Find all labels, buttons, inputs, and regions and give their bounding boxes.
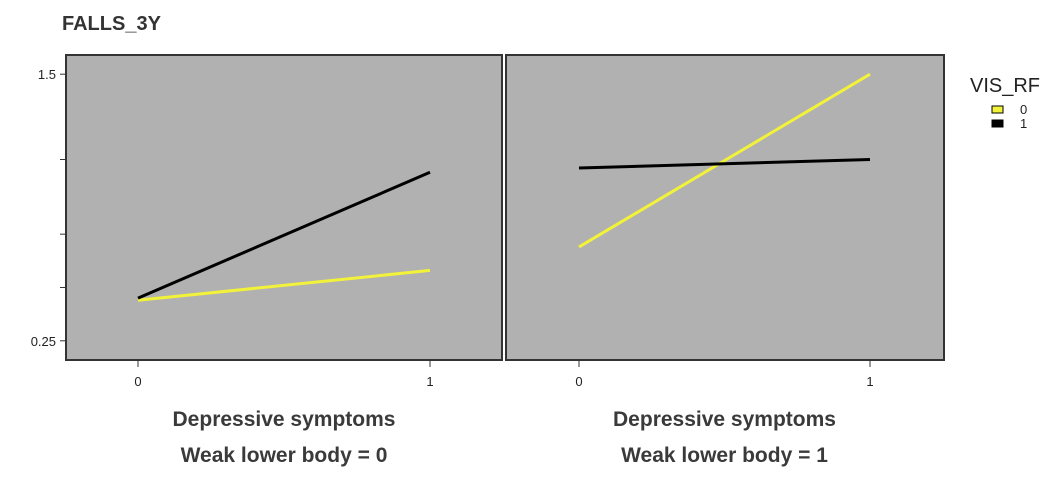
legend-key-swatch [991, 119, 1004, 128]
series-line-0 [137, 268, 431, 302]
legend-entry: 0 [991, 102, 1027, 117]
legend-entry: 1 [991, 116, 1027, 131]
y-tick-label: 0.25 [31, 334, 56, 349]
y-tick-label: 1.5 [38, 67, 56, 82]
legend-title: VIS_RF [970, 75, 1040, 97]
series-line-1 [137, 170, 431, 300]
panel-0: 0 1 Depressive symptoms Weak lower body = 0 [65, 54, 503, 467]
series-line-1 [578, 158, 871, 170]
x-tick-label: 1 [426, 374, 433, 389]
facet-label: Weak lower body = 1 [621, 444, 828, 467]
x-axis-label: Depressive symptoms [613, 408, 836, 431]
panel-background [505, 54, 945, 361]
chart-title: FALLS_3Y [62, 13, 162, 35]
x-tick-label: 0 [134, 374, 141, 389]
facet-label: Weak lower body = 0 [181, 444, 388, 467]
legend-key-swatch [991, 105, 1004, 114]
legend: 01 [991, 102, 1027, 131]
series-line-0 [578, 72, 871, 249]
panel-background [65, 54, 503, 361]
x-tick-label: 0 [575, 374, 582, 389]
x-tick-label: 1 [866, 374, 873, 389]
legend-entry-label: 0 [1020, 102, 1027, 117]
panel-1: 0 1 Depressive symptoms Weak lower body = 1 [505, 54, 945, 467]
panels: 0 1 Depressive symptoms Weak lower body = 0… [65, 54, 945, 467]
x-axis-label: Depressive symptoms [173, 408, 396, 431]
legend-entry-label: 1 [1020, 116, 1027, 131]
y-axis: 1.5 0.25 [31, 67, 66, 349]
